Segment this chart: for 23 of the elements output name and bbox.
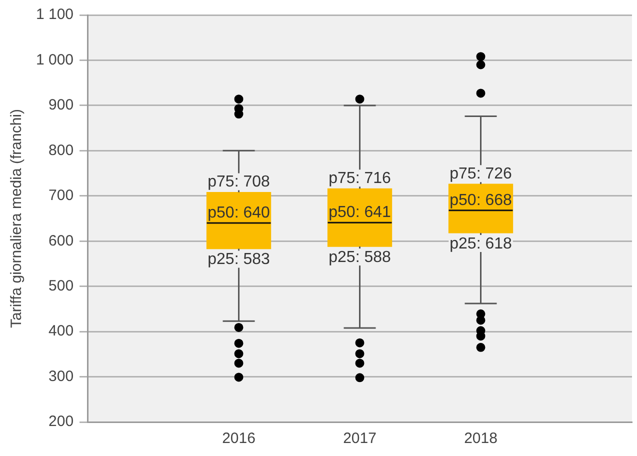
annotation: p75: 708 xyxy=(208,174,270,191)
annotation: p25: 588 xyxy=(328,248,392,266)
y-tick-label: 900 xyxy=(48,96,74,114)
annotation: p75: 716 xyxy=(328,170,392,188)
x-tick-label: 2016 xyxy=(222,430,256,448)
annotation: p50: 668 xyxy=(450,192,512,209)
annotation: p75: 726 xyxy=(450,166,512,183)
y-axis-title: Tariffa giornaliera media (franchi) xyxy=(8,109,26,328)
y-tick-label: 700 xyxy=(48,187,74,204)
y-tick-label: 300 xyxy=(48,368,74,385)
annotation: p50: 640 xyxy=(208,204,270,222)
y-tick-label: 400 xyxy=(48,322,74,340)
x-tick-label: 2018 xyxy=(464,430,498,448)
annotation: p25: 618 xyxy=(450,235,512,252)
y-tick-label: 800 xyxy=(48,142,74,159)
y-tick-label: 1 100 xyxy=(36,6,74,24)
y-tick-label: 200 xyxy=(48,413,74,430)
y-tick-label: 1 000 xyxy=(36,51,74,68)
annotation: p50: 641 xyxy=(328,204,392,221)
y-tick-label: 500 xyxy=(48,277,74,294)
y-tick-label: 600 xyxy=(48,232,74,250)
x-tick-label: 2017 xyxy=(343,430,376,448)
annotation: p25: 583 xyxy=(208,251,270,268)
